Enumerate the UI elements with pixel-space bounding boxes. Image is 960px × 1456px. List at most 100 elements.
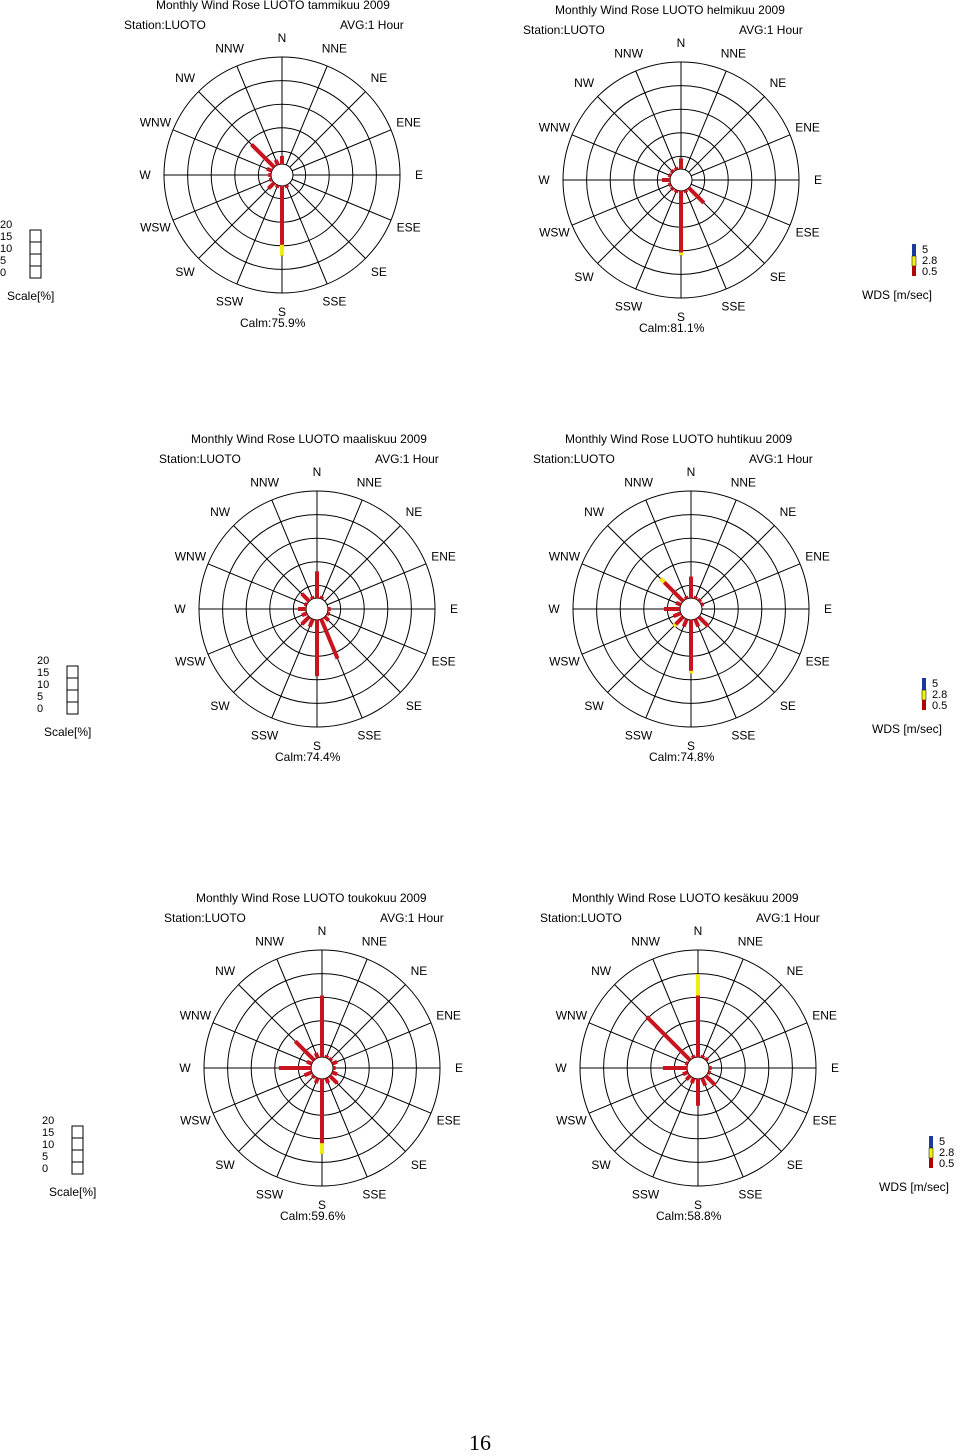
- scale-tick: 20: [37, 655, 49, 667]
- grid-spoke: [198, 174, 283, 259]
- wind-bar-wnw: [306, 1059, 313, 1066]
- grid-spoke: [281, 174, 366, 259]
- grid-spoke: [635, 70, 682, 181]
- calm-hub: [686, 1056, 710, 1080]
- wds-swatch-low: [929, 1158, 933, 1168]
- page-number: 16: [469, 1430, 491, 1455]
- direction-label-nnw: NNW: [631, 934, 660, 948]
- wind-bar-sw: [310, 1074, 316, 1080]
- grid-spoke: [571, 134, 682, 181]
- direction-label-n: N: [278, 31, 287, 45]
- direction-label-nw: NW: [591, 964, 612, 978]
- wind-bar-ne: [697, 597, 703, 603]
- grid-spoke: [321, 1022, 432, 1069]
- wds-title: WDS [m/sec]: [879, 1180, 949, 1194]
- wds-tick: 2.8: [939, 1147, 954, 1159]
- direction-label-wnw: WNW: [140, 116, 172, 130]
- grid-spoke: [321, 958, 368, 1069]
- grid-spoke: [690, 608, 737, 719]
- wind-bar-nnw: [273, 159, 280, 166]
- station-label: Station:LUOTO: [164, 911, 246, 925]
- wind-bar-ene: [331, 1059, 338, 1066]
- direction-label-wnw: WNW: [549, 550, 581, 564]
- wds-legend-2: 52.80.5 WDS [m/sec]: [872, 678, 947, 736]
- grid-spoke: [588, 1067, 699, 1114]
- calm-label: Calm:75.9%: [240, 316, 306, 330]
- direction-label-ese: ESE: [806, 654, 830, 668]
- wind-bar-ne: [704, 1056, 710, 1062]
- grid-spoke: [652, 1067, 699, 1178]
- direction-label-w: W: [174, 602, 186, 616]
- grid-spoke: [597, 179, 682, 264]
- scale-tick: 15: [42, 1127, 54, 1139]
- wds-title: WDS [m/sec]: [872, 722, 942, 736]
- direction-label-nnw: NNW: [250, 475, 279, 489]
- wind-rose-4: Monthly Wind Rose LUOTO huhtikuu 2009 Sta…: [533, 432, 832, 764]
- scale-box: [71, 1125, 84, 1139]
- wind-bar-high-speed-nw: [659, 577, 666, 584]
- scale-box: [29, 241, 42, 255]
- direction-label-e: E: [455, 1061, 463, 1075]
- direction-label-ese: ESE: [397, 220, 421, 234]
- scale-tick: 5: [37, 691, 43, 703]
- avg-label: AVG:1 Hour: [340, 18, 404, 32]
- grid-spoke: [281, 65, 328, 176]
- wds-tick: 0.5: [922, 266, 937, 278]
- grid-spoke: [316, 563, 427, 610]
- grid-spoke: [680, 179, 791, 226]
- wind-rose-1: Monthly Wind Rose LUOTO tammikuu 2009 Sta…: [124, 0, 423, 330]
- wind-bar-nne: [319, 595, 325, 600]
- scale-tick: 10: [0, 243, 12, 255]
- direction-label-ssw: SSW: [251, 729, 279, 743]
- station-label: Station:LUOTO: [124, 18, 206, 32]
- direction-label-ene: ENE: [812, 1009, 837, 1023]
- grid-spoke: [316, 525, 401, 610]
- scale-box: [66, 665, 79, 679]
- wds-legend-1: 52.80.5 WDS [m/sec]: [862, 244, 937, 302]
- scale-box: [66, 701, 79, 715]
- wds-tick: 5: [922, 244, 928, 256]
- wind-bar-nw: [293, 1039, 316, 1062]
- wds-swatch-mid: [928, 1147, 934, 1159]
- wds-legend-3: 52.80.5 WDS [m/sec]: [879, 1136, 954, 1194]
- direction-label-s: S: [677, 310, 685, 324]
- calm-label: Calm:59.6%: [280, 1209, 346, 1223]
- direction-label-ne: NE: [371, 71, 388, 85]
- scale-box: [71, 1137, 84, 1151]
- direction-label-s: S: [687, 739, 695, 753]
- direction-label-nw: NW: [574, 76, 595, 90]
- scale-tick: 15: [0, 231, 12, 243]
- direction-label-w: W: [179, 1061, 191, 1075]
- wind-bar-wnw: [266, 166, 273, 173]
- grid-spoke: [316, 608, 427, 655]
- wind-bar-sw: [684, 1074, 692, 1082]
- grid-spoke: [697, 958, 744, 1069]
- grid-spoke: [581, 608, 692, 655]
- station-label: Station:LUOTO: [533, 452, 615, 466]
- direction-label-se: SE: [770, 270, 786, 284]
- direction-label-ne: NE: [787, 964, 804, 978]
- scale-tick: 0: [0, 267, 6, 279]
- direction-label-ese: ESE: [813, 1113, 837, 1127]
- direction-label-e: E: [415, 168, 423, 182]
- wds-swatch-high: [929, 1136, 933, 1148]
- station-label: Station:LUOTO: [159, 452, 241, 466]
- chart-title: Monthly Wind Rose LUOTO tammikuu 2009: [156, 0, 390, 12]
- wind-bar-ne: [328, 1056, 334, 1062]
- direction-label-s: S: [694, 1198, 702, 1212]
- direction-label-nw: NW: [175, 71, 196, 85]
- grid-spoke: [276, 958, 323, 1069]
- direction-label-nw: NW: [215, 964, 236, 978]
- wind-bar-ssw: [274, 184, 280, 189]
- grid-spoke: [316, 608, 401, 693]
- grid-spoke: [281, 174, 328, 285]
- direction-label-e: E: [450, 602, 458, 616]
- grid-spoke: [281, 174, 392, 221]
- wind-bar-ese: [331, 1070, 338, 1077]
- scale-tick: 5: [0, 255, 6, 267]
- wind-bar-ssw: [673, 189, 679, 194]
- wind-bar-ese: [707, 1070, 712, 1076]
- wds-swatch-high: [912, 244, 916, 256]
- wind-bar-se: [687, 186, 706, 205]
